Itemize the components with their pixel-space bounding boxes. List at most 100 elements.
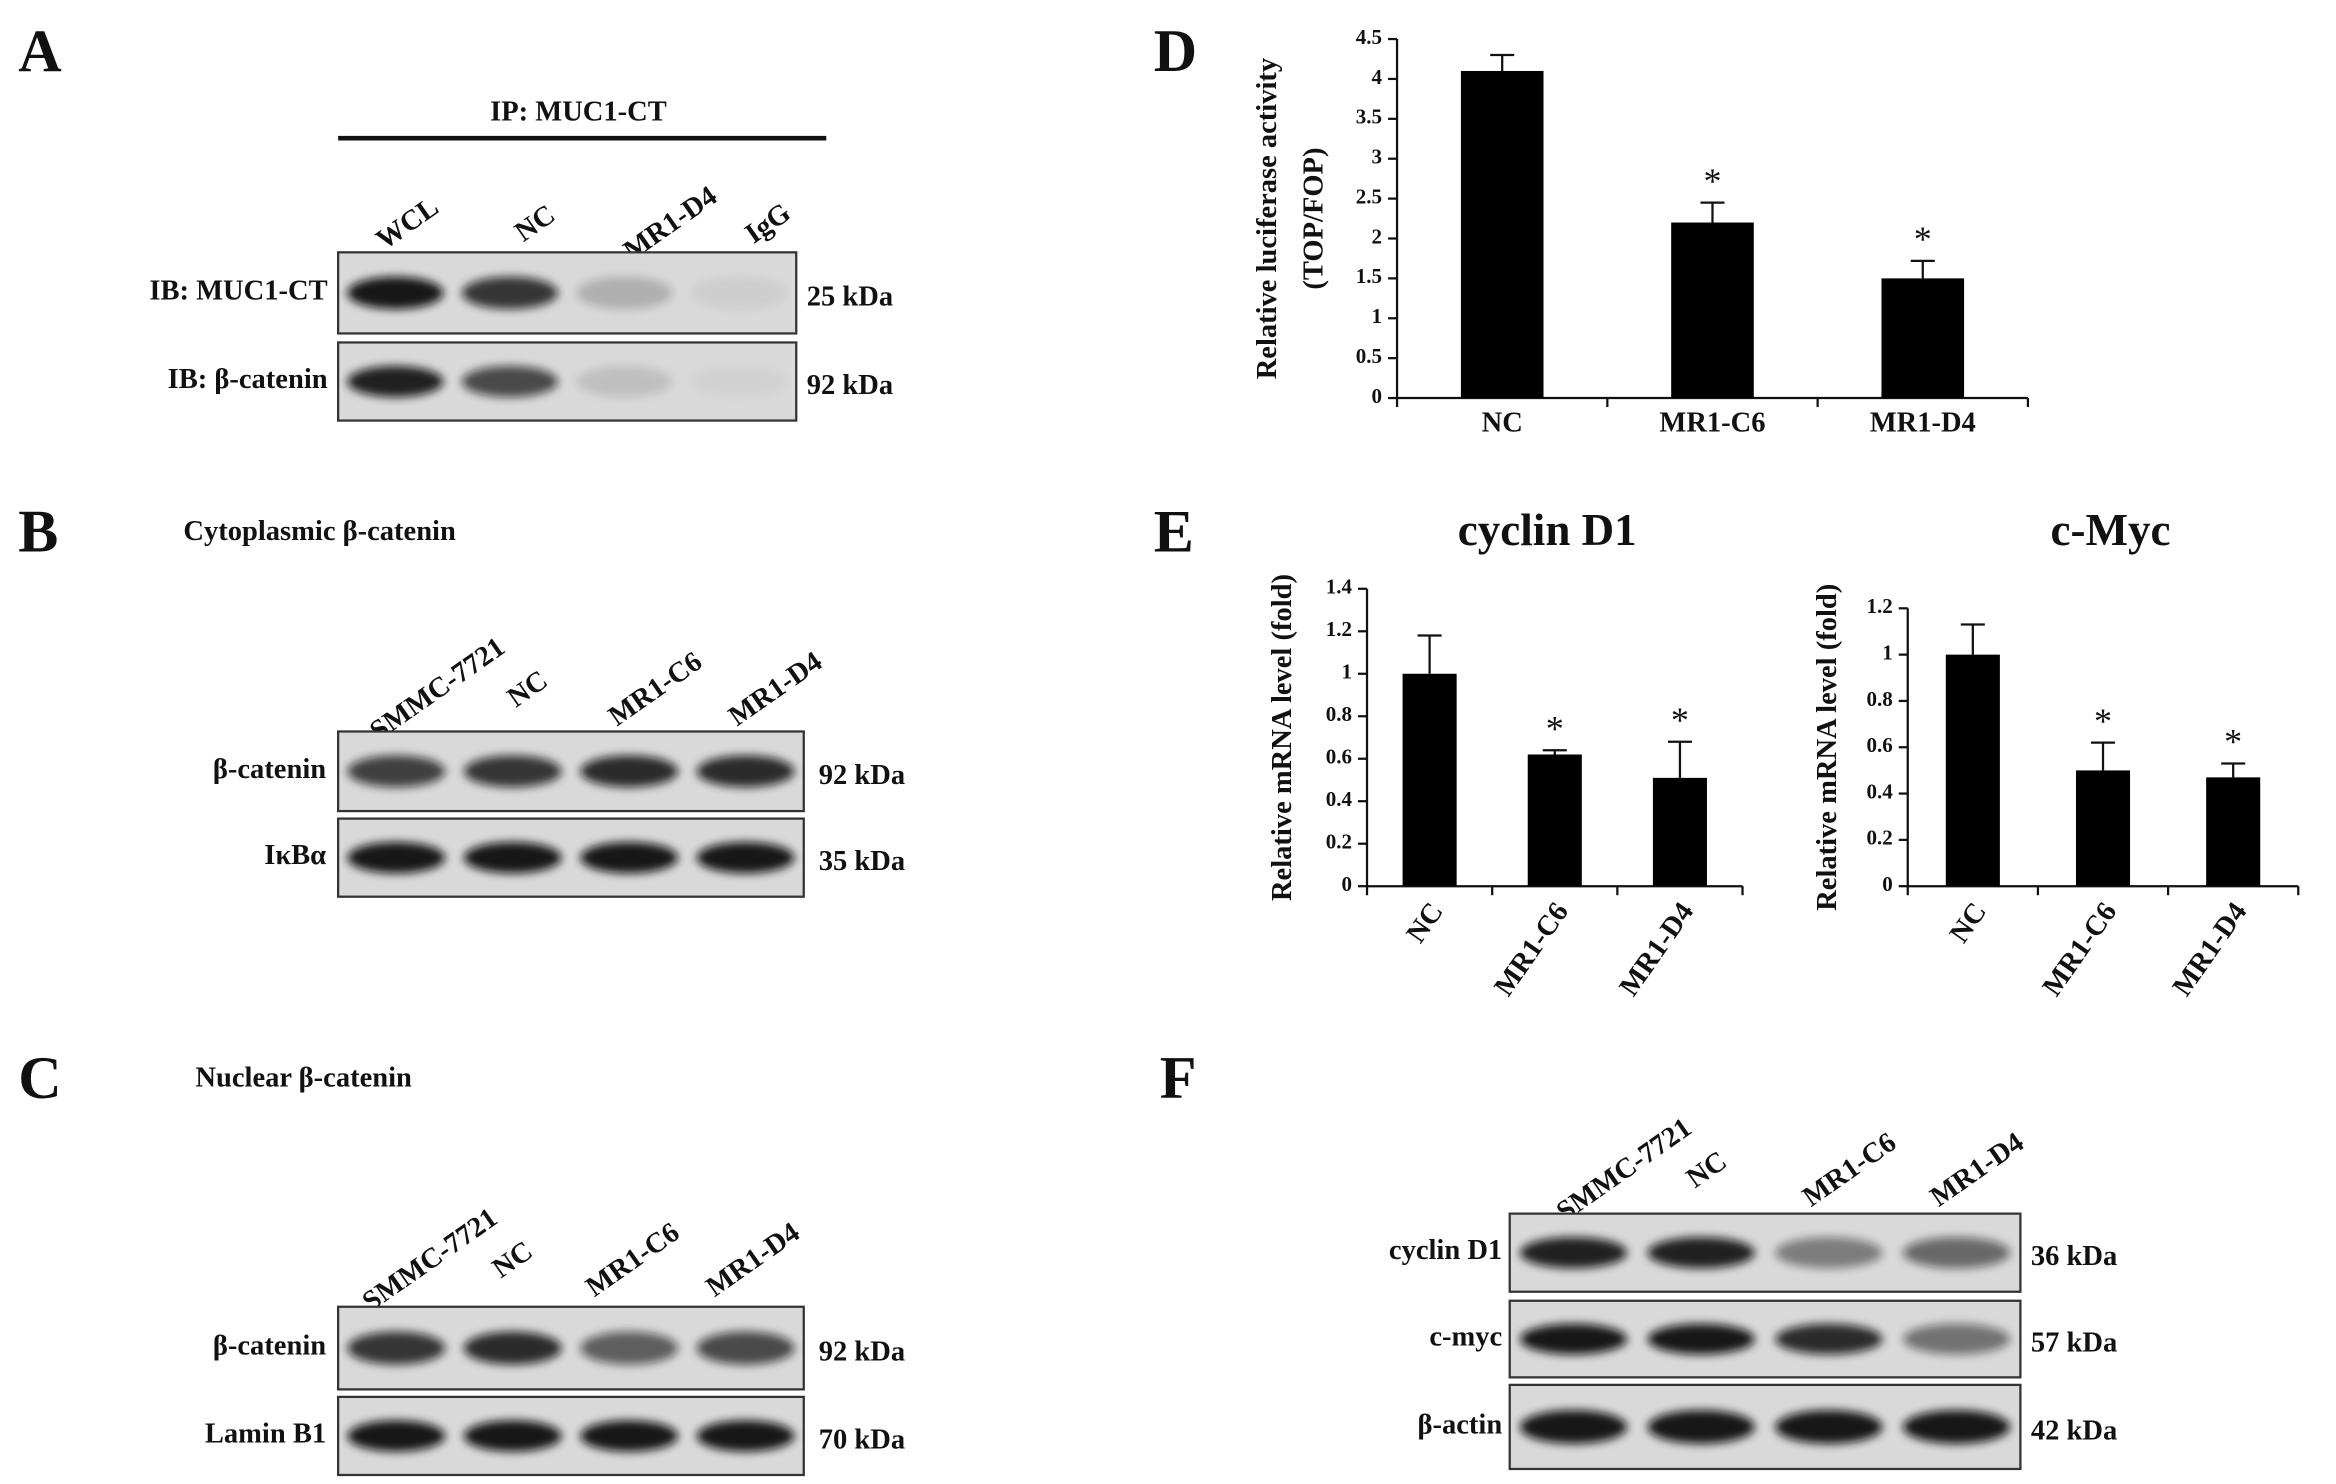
significance-mark: * (2094, 701, 2112, 741)
lane-label: MR1-D4 (723, 646, 828, 732)
row-label: Lamin B1 (205, 1418, 326, 1449)
x-tick-label: NC (1401, 897, 1450, 949)
y-tick-label: 0.5 (1356, 344, 1382, 368)
band (696, 755, 795, 788)
row-label: IκBα (264, 840, 326, 871)
x-tick-label: MR1-C6 (1489, 897, 1575, 1002)
size-label: 42 kDa (2031, 1415, 2117, 1446)
significance-mark: * (2224, 722, 2242, 762)
band (347, 276, 444, 310)
lane-label: SMMC-7721 (1551, 1112, 1697, 1227)
blot-title: Cytoplasmic β-catenin (183, 516, 456, 547)
y-tick-label: 1.4 (1326, 575, 1353, 599)
x-tick-label: MR1-C6 (2037, 897, 2123, 1002)
lane-label: WCL (371, 191, 445, 255)
significance-mark: * (1546, 708, 1564, 748)
bar (1652, 777, 1707, 887)
lane-label: NC (1681, 1145, 1733, 1194)
size-label: 35 kDa (819, 846, 905, 877)
lane-label: IgG (740, 197, 797, 250)
row-label: β-catenin (213, 754, 326, 785)
bar (1671, 222, 1754, 399)
y-tick-label: 1 (1882, 640, 1893, 664)
band (580, 1331, 679, 1365)
band (696, 1420, 795, 1452)
y-tick-label: 3.5 (1356, 105, 1382, 129)
y-axis-label: Relative luciferase activity (1252, 58, 1283, 379)
band (1647, 1410, 1755, 1444)
y-tick-label: 1 (1341, 660, 1352, 684)
y-tick-label: 2 (1372, 224, 1383, 248)
lane-label: MR1-C6 (581, 1217, 686, 1303)
y-axis-label: Relative mRNA level (fold) (1812, 584, 1843, 911)
row-label: β-catenin (213, 1331, 326, 1362)
size-label: 92 kDa (807, 370, 893, 401)
band (1902, 1410, 2011, 1444)
band (580, 755, 679, 788)
y-axis-label: Relative mRNA level (fold) (1267, 574, 1298, 901)
band (691, 366, 787, 397)
error-bar (1490, 53, 1515, 71)
band (463, 755, 562, 788)
lane-label: MR1-D4 (701, 1217, 806, 1303)
band (1775, 1410, 1883, 1444)
row-label: cyclin D1 (1389, 1235, 1502, 1266)
y-tick-label: 1 (1372, 304, 1383, 328)
error-bar (2221, 762, 2246, 778)
band (1647, 1323, 1755, 1355)
y-tick-label: 2.5 (1356, 184, 1382, 208)
band (347, 842, 446, 874)
band (461, 276, 559, 310)
chart-title: cyclin D1 (1458, 505, 1637, 555)
significance-mark: * (1671, 700, 1689, 740)
panel-letter: E (1154, 498, 1194, 565)
size-label: 57 kDa (2031, 1328, 2117, 1359)
lane-label: NC (510, 199, 562, 248)
lane-label: NC (487, 1236, 539, 1285)
band (576, 365, 673, 398)
x-tick-label: MR1-D4 (2167, 897, 2253, 1002)
panel-letter: A (18, 17, 61, 84)
lane-label: MR1-D4 (1925, 1127, 2030, 1213)
y-tick-label: 0.6 (1866, 733, 1892, 757)
x-tick-label: MR1-C6 (1659, 408, 1765, 439)
y-tick-label: 4 (1372, 65, 1383, 89)
bar (1881, 278, 1965, 399)
y-tick-label: 0.8 (1326, 702, 1352, 726)
band (696, 842, 795, 874)
y-tick-label: 0.6 (1326, 745, 1352, 769)
lane-label: NC (502, 665, 554, 714)
bar (2206, 777, 2261, 887)
error-bar (1667, 740, 1692, 778)
chart-title: c-Myc (2051, 505, 2171, 555)
blot-title: Nuclear β-catenin (195, 1063, 412, 1094)
band (347, 1420, 446, 1452)
band (580, 842, 679, 874)
band (690, 276, 788, 310)
y-axis-label: (TOP/FOP) (1298, 148, 1329, 290)
error-bar (1700, 201, 1725, 223)
size-label: 92 kDa (819, 760, 905, 791)
y-tick-label: 0 (1372, 384, 1383, 408)
lane-label: SMMC-7721 (357, 1202, 503, 1317)
band (576, 276, 673, 310)
row-label: β-actin (1417, 1409, 1502, 1440)
band (347, 365, 444, 398)
lane-label: MR1-C6 (603, 646, 708, 732)
error-bar (1417, 634, 1442, 674)
panel-letter: D (1154, 17, 1197, 84)
bar (1527, 754, 1582, 887)
band (1519, 1237, 1628, 1269)
size-label: 92 kDa (819, 1337, 905, 1368)
blot-title: IP: MUC1-CT (490, 97, 667, 128)
row-label: c-myc (1429, 1322, 1502, 1353)
bar (1402, 673, 1457, 887)
panel-letter: F (1160, 1044, 1197, 1111)
x-tick-label: NC (1482, 408, 1523, 439)
y-tick-label: 0 (1341, 872, 1352, 896)
y-tick-label: 0.2 (1866, 826, 1892, 850)
significance-mark: * (1914, 219, 1932, 259)
y-tick-label: 4.5 (1356, 25, 1382, 49)
size-label: 25 kDa (807, 281, 893, 312)
